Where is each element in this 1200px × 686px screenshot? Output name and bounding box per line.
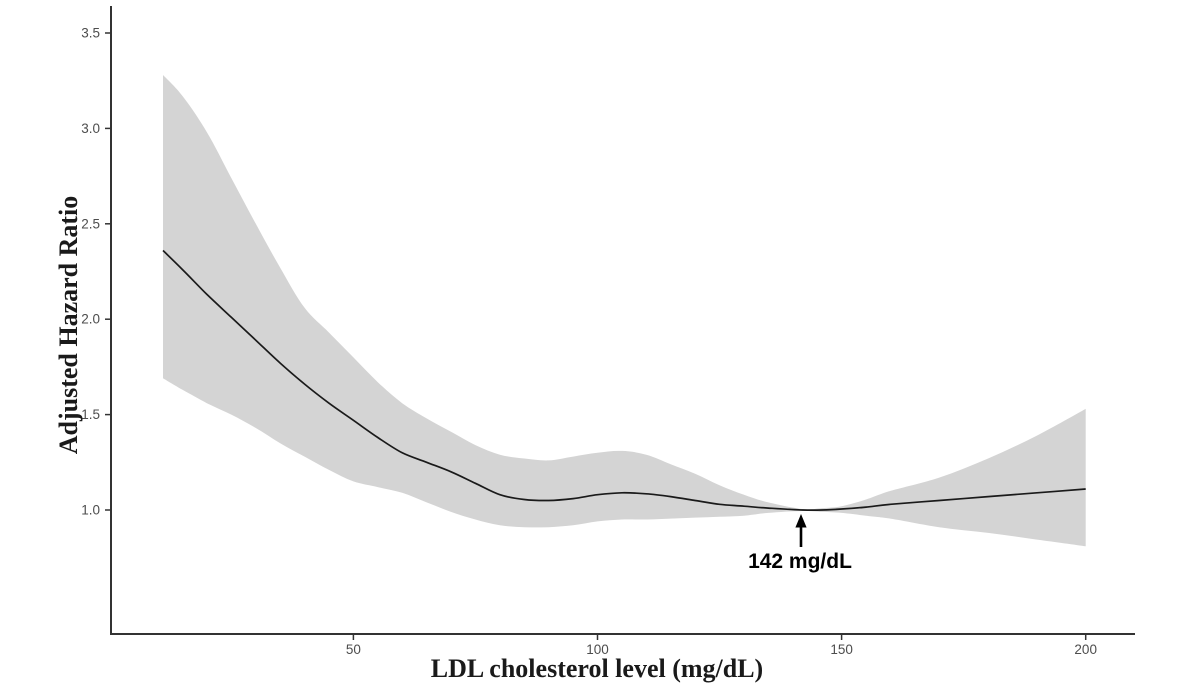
y-tick-label: 1.0: [81, 503, 100, 518]
y-tick-label: 3.5: [81, 26, 100, 41]
annotation-142: 142 mg/dL: [748, 514, 852, 573]
x-axis: 50 100 150 200: [346, 634, 1097, 657]
axis-spines: [110, 6, 1135, 635]
x-tick-label: 200: [1074, 642, 1097, 657]
y-axis: 1.0 1.5 2.0 2.5 3.0 3.5: [81, 26, 111, 518]
y-tick-label: 3.0: [81, 121, 100, 136]
y-axis-title: Adjusted Hazard Ratio: [54, 196, 83, 455]
y-tick-label: 2.5: [81, 216, 100, 231]
x-tick-label: 150: [830, 642, 853, 657]
x-tick-label: 50: [346, 642, 361, 657]
x-tick-label: 100: [586, 642, 609, 657]
annotation-label: 142 mg/dL: [748, 550, 852, 573]
fit-line: [162, 249, 1086, 512]
confidence-band: [163, 75, 1086, 547]
y-tick-label: 2.0: [81, 312, 100, 327]
up-arrow-icon: [795, 514, 807, 547]
y-tick-label: 1.5: [81, 407, 100, 422]
x-axis-title: LDL cholesterol level (mg/dL): [431, 654, 763, 683]
